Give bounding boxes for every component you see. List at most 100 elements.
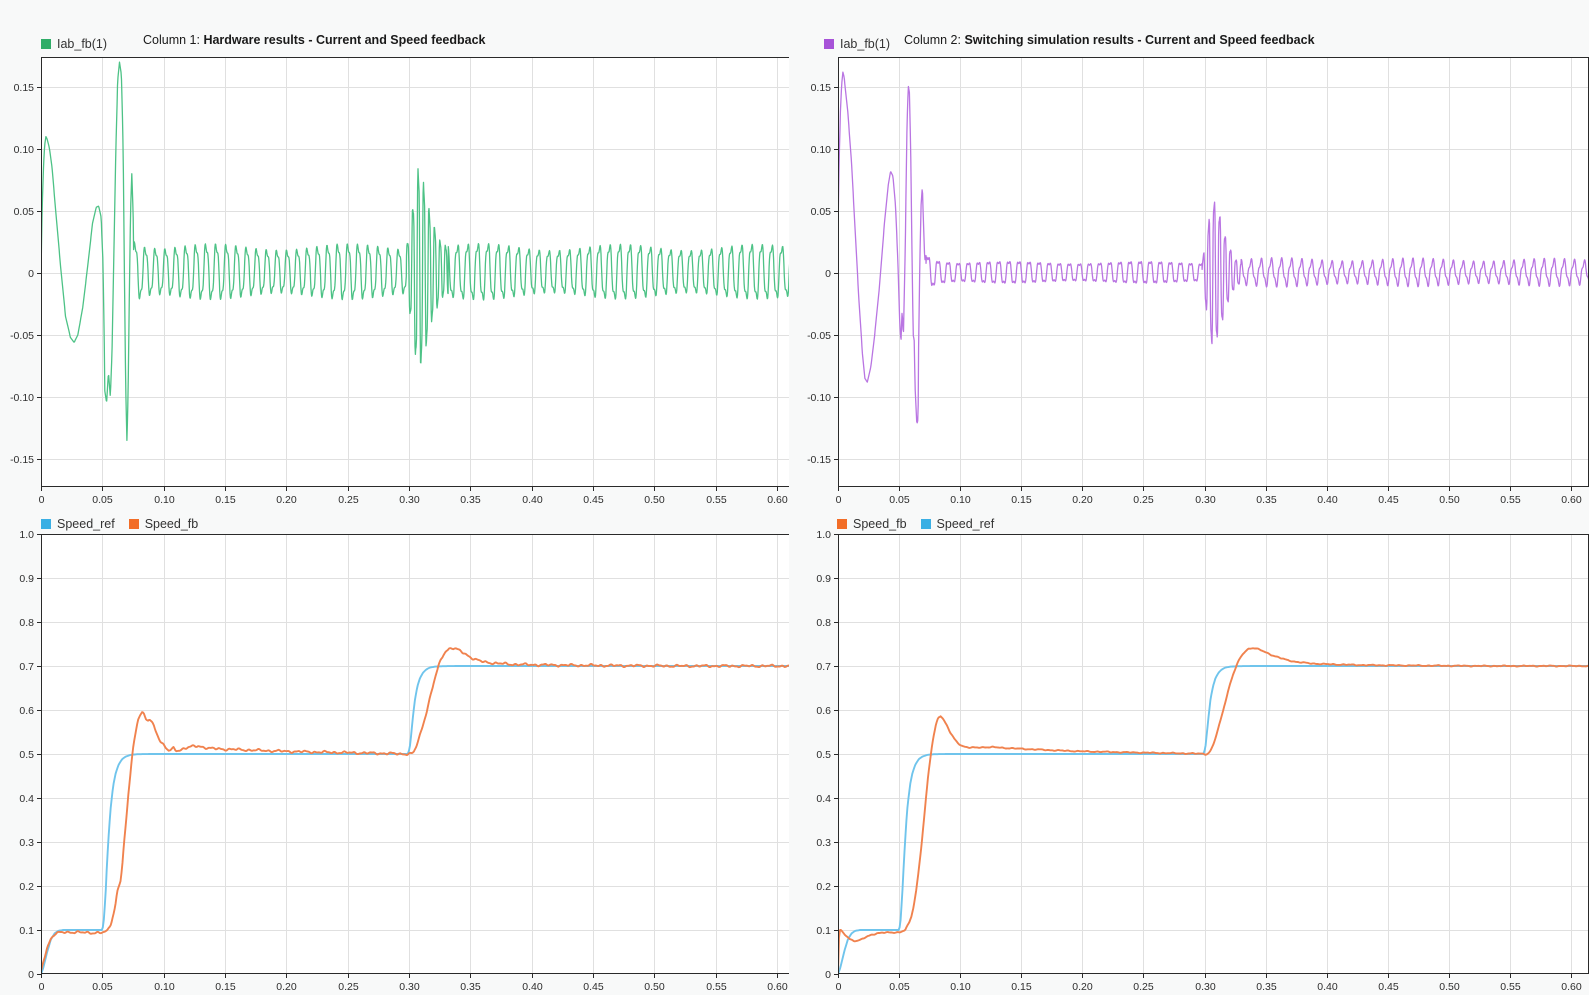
y-tick-label: 0.4 [19,793,34,805]
y-tick-label: 0.15 [811,82,832,94]
y-tick-label: 0.7 [19,661,34,673]
y-tick-label: 0.2 [19,881,34,893]
legend-label: Speed_ref [936,517,995,531]
title-prefix: Column 1: [143,33,204,47]
x-tick-label: 0.20 [276,981,297,993]
x-tick-label: 0.05 [889,494,910,505]
legend-item-iab-fb[interactable]: Iab_fb(1) [824,36,890,52]
legend-item-speed-ref[interactable]: Speed_ref [920,516,995,532]
tick-labels: 0 0.05 0.10 0.15 0.20 0.25 0.30 0.35 0.40 0.45 0.5… [19,529,787,993]
y-tick-label: -0.15 [10,454,34,466]
x-tick-label: 0.30 [1195,494,1216,505]
series-color-swatch [128,519,139,529]
series-Iab_fb(1) [838,71,1589,424]
y-tick-label: 0.05 [14,206,35,218]
y-tick-label: -0.10 [807,392,831,404]
x-tick-label: 0.25 [1133,981,1154,993]
y-tick-label: 0.6 [816,705,831,717]
legend-label: Speed_fb [853,517,907,531]
x-tick-label: 0.55 [1500,494,1521,505]
y-tick-label: 0.4 [816,793,831,805]
title-main: Hardware results - Current and Speed fee… [203,33,486,47]
x-tick-label: 0.30 [1195,981,1216,993]
x-tick-label: 0.10 [154,981,175,993]
x-tick-label: 0.60 [1561,494,1582,505]
x-tick-label: 0.55 [1500,981,1521,993]
y-tick-label: 0.10 [14,144,35,156]
legend-label: Iab_fb(1) [57,37,108,51]
x-tick-label: 0.40 [1317,494,1338,505]
axes-box [41,534,789,974]
legend-item-speed-fb[interactable]: Speed_fb [128,516,198,532]
series-Speed_fb [41,647,789,973]
title-prefix: Column 2: [904,33,965,47]
series-color-swatch [920,519,931,529]
x-tick-label: 0.20 [276,494,297,505]
y-tick-label: 0.1 [19,925,34,937]
x-tick-label: 0.20 [1072,981,1093,993]
x-tick-label: 0.15 [215,981,236,993]
x-tick-label: 0.30 [399,981,420,993]
plot-svg-hardware-speed: 0 0.05 0.10 0.15 0.20 0.25 0.30 0.35 0.40 0.45 0.5… [19,529,789,993]
y-tick-label: -0.05 [807,330,831,342]
x-tick-label: 0.25 [1133,494,1154,505]
tick-marks [37,534,778,978]
x-tick-label: 0 [836,981,842,993]
panel-simulation-current: Iab_fb(1) Column 2: Switching simulation… [785,0,1589,505]
y-tick-label: 0.8 [816,617,831,629]
x-tick-label: 0.35 [460,494,481,505]
title-main: Switching simulation results - Current a… [964,33,1315,47]
y-tick-label: 0.3 [19,837,34,849]
x-tick-label: 0.60 [767,981,788,993]
y-tick-label: 1.0 [19,529,34,541]
axes-box [41,57,789,487]
legend: Iab_fb(1) [824,36,890,52]
plot-svg-simulation-current: 0 0.05 0.10 0.15 0.20 0.25 0.30 0.35 0.40 0.45 0.5… [807,57,1589,505]
x-tick-label: 0.25 [338,981,359,993]
x-tick-label: 0.10 [950,494,971,505]
series-color-swatch [41,519,51,529]
y-tick-label: 0.10 [811,144,832,156]
tick-labels: 0 0.05 0.10 0.15 0.20 0.25 0.30 0.35 0.40 0.45 0.5… [807,82,1582,505]
x-tick-label: 0.15 [1011,494,1032,505]
plot-area-simulation-current[interactable]: 0 0.05 0.10 0.15 0.20 0.25 0.30 0.35 0.40 0.45 0.5… [785,0,1589,505]
y-tick-label: 0.05 [811,206,832,218]
plot-canvas [838,57,1589,487]
plot-title: Column 1: Hardware results - Current and… [143,33,485,47]
plot-svg-simulation-speed: 0 0.05 0.10 0.15 0.20 0.25 0.30 0.35 0.40 0.45 0.5… [816,529,1589,993]
x-tick-label: 0.35 [1256,494,1277,505]
series-Iab_fb(1) [41,61,789,442]
series-color-swatch [824,39,834,49]
plot-area-simulation-speed[interactable]: 0 0.05 0.10 0.15 0.20 0.25 0.30 0.35 0.40 0.45 0.5… [785,505,1589,995]
series-color-swatch [41,39,51,49]
x-tick-label: 0.45 [583,494,604,505]
plot-area-hardware-speed[interactable]: 0 0.05 0.10 0.15 0.20 0.25 0.30 0.35 0.40 0.45 0.5… [0,505,789,995]
x-tick-label: 0.35 [1256,981,1277,993]
legend-item-speed-ref[interactable]: Speed_ref [41,516,115,532]
series-group [838,647,1589,974]
series-group [838,71,1589,424]
x-tick-label: 0.40 [522,981,543,993]
legend-label: Speed_ref [57,517,115,531]
legend-item-iab-fb[interactable]: Iab_fb(1) [41,36,107,52]
x-tick-label: 0.45 [1378,981,1399,993]
tick-labels: 0 0.05 0.10 0.15 0.20 0.25 0.30 0.35 0.40 0.45 0.5… [10,82,788,505]
x-tick-label: 0 [836,494,842,505]
x-tick-label: 0.15 [215,494,236,505]
plot-area-hardware-current[interactable]: 0 0.05 0.10 0.15 0.20 0.25 0.30 0.35 0.40 0.45 0.5… [0,0,789,505]
x-tick-label: 0.50 [1439,494,1460,505]
grid [838,534,1589,974]
x-tick-label: 0.25 [338,494,359,505]
series-Speed_fb [838,647,1589,974]
tick-labels: 0 0.05 0.10 0.15 0.20 0.25 0.30 0.35 0.40 0.45 0.5… [816,529,1581,993]
y-tick-label: 0.8 [19,617,34,629]
y-tick-label: 0.3 [816,837,831,849]
x-tick-label: 0 [39,494,45,505]
y-tick-label: -0.10 [10,392,34,404]
panel-hardware-speed: Speed_ref Speed_fb 0 0.05 0.10 0.15 0.20 0.25… [0,505,789,995]
y-tick-label: -0.05 [10,330,34,342]
tick-marks [834,87,1572,491]
plot-svg-hardware-current: 0 0.05 0.10 0.15 0.20 0.25 0.30 0.35 0.40 0.45 0.5… [10,57,789,505]
legend-item-speed-fb[interactable]: Speed_fb [837,516,907,532]
x-tick-label: 0.30 [399,494,420,505]
